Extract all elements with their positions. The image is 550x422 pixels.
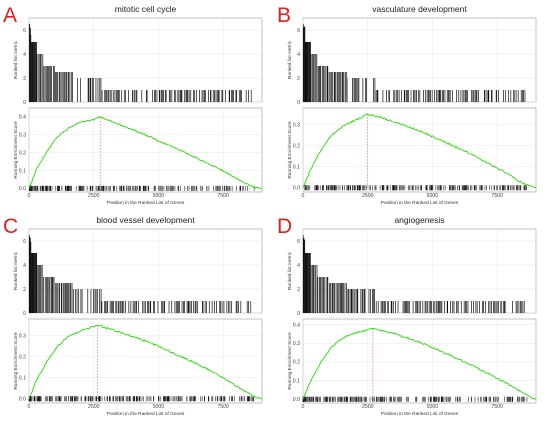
es-tick-label: 0.3 [293, 341, 300, 347]
es-tick-label: 0.2 [293, 360, 300, 366]
x-tick-label: 5000 [153, 404, 165, 410]
es-plot-frame [302, 318, 537, 404]
es-tick-label: 0.3 [293, 123, 300, 129]
panel-letter: D [277, 215, 292, 238]
metric-tick-label: 6 [23, 28, 26, 34]
x-tick-label: 2500 [88, 404, 100, 410]
es-axis-label: Running Enrichment Score [13, 332, 19, 390]
x-axis-label: Position in the Ranked List of Genes [107, 200, 185, 206]
x-tick-label: 2500 [362, 193, 374, 199]
es-axis-label: Running Enrichment Score [287, 332, 293, 390]
x-tick-label: 5000 [153, 193, 165, 199]
x-tick-label: 0 [302, 404, 305, 410]
x-tick-label: 2500 [88, 193, 100, 199]
es-tick-label: 0.0 [293, 397, 300, 403]
x-tick-label: 0 [28, 193, 31, 199]
panel-title: mitotic cell cycle [115, 4, 177, 14]
metric-tick-label: 2 [297, 76, 300, 82]
metric-axis-label: Ranked list metric [287, 251, 293, 290]
metric-tick-label: 0 [23, 100, 26, 106]
metric-plot-frame [302, 228, 537, 314]
es-tick-label: 0.1 [19, 168, 26, 174]
es-tick-label: 0.3 [19, 133, 26, 139]
metric-tick-label: 6 [23, 239, 26, 245]
x-tick-label: 5000 [427, 404, 439, 410]
panel-title: blood vessel development [96, 215, 195, 225]
es-tick-label: 0.0 [293, 186, 300, 192]
metric-tick-label: 4 [297, 52, 300, 58]
x-tick-label: 7500 [491, 193, 503, 199]
metric-tick-label: 4 [297, 263, 300, 269]
enrichment-score-line [28, 324, 263, 400]
enrichment-score-line [28, 116, 263, 189]
metric-tick-label: 0 [297, 311, 300, 317]
es-tick-label: 0.2 [19, 355, 26, 361]
es-tick-label: 0.2 [19, 150, 26, 156]
metric-axis-label: Ranked list metric [13, 40, 19, 79]
metric-tick-label: 4 [23, 263, 26, 269]
es-tick-label: 0.2 [293, 144, 300, 150]
es-tick-label: 0.4 [293, 322, 300, 328]
es-tick-label: 0.1 [293, 165, 300, 171]
x-tick-label: 7500 [491, 404, 503, 410]
enrichment-score-line [302, 327, 537, 400]
x-tick-label: 5000 [427, 193, 439, 199]
metric-plot-frame [28, 228, 263, 314]
x-axis-label: Position in the Ranked List of Genes [107, 411, 185, 417]
panel-title: angiogenesis [394, 215, 444, 225]
panel-letter: B [277, 4, 291, 27]
metric-tick-label: 2 [23, 287, 26, 293]
metric-tick-label: 6 [297, 28, 300, 34]
panel-letter: A [3, 4, 17, 27]
x-tick-label: 2500 [362, 404, 374, 410]
es-plot-frame [302, 107, 537, 193]
es-tick-label: 0.1 [19, 376, 26, 382]
es-plot-frame [28, 318, 263, 404]
x-tick-label: 7500 [217, 193, 229, 199]
es-tick-label: 0.3 [19, 334, 26, 340]
es-plot-frame [28, 107, 263, 193]
es-tick-label: 0.4 [19, 115, 26, 121]
enrichment-score-line [302, 113, 537, 189]
es-tick-label: 0.1 [293, 378, 300, 384]
metric-tick-label: 0 [23, 311, 26, 317]
panel-title: vasculature development [372, 4, 467, 14]
x-axis-label: Position in the Ranked List of Genes [381, 411, 459, 417]
metric-plot-frame [28, 17, 263, 103]
metric-axis-label: Ranked list metric [13, 251, 19, 290]
metric-tick-label: 2 [23, 76, 26, 82]
metric-axis-label: Ranked list metric [287, 40, 293, 79]
x-axis-label: Position in the Ranked List of Genes [381, 200, 459, 206]
metric-tick-label: 2 [297, 287, 300, 293]
es-tick-label: 0.0 [19, 397, 26, 403]
metric-tick-label: 0 [297, 100, 300, 106]
x-tick-label: 7500 [217, 404, 229, 410]
metric-tick-label: 6 [297, 239, 300, 245]
es-axis-label: Running Enrichment Score [13, 121, 19, 179]
x-tick-label: 0 [28, 404, 31, 410]
es-axis-label: Running Enrichment Score [287, 121, 293, 179]
panel-letter: C [3, 215, 18, 238]
metric-tick-label: 4 [23, 52, 26, 58]
es-tick-label: 0.0 [19, 186, 26, 192]
x-tick-label: 0 [302, 193, 305, 199]
